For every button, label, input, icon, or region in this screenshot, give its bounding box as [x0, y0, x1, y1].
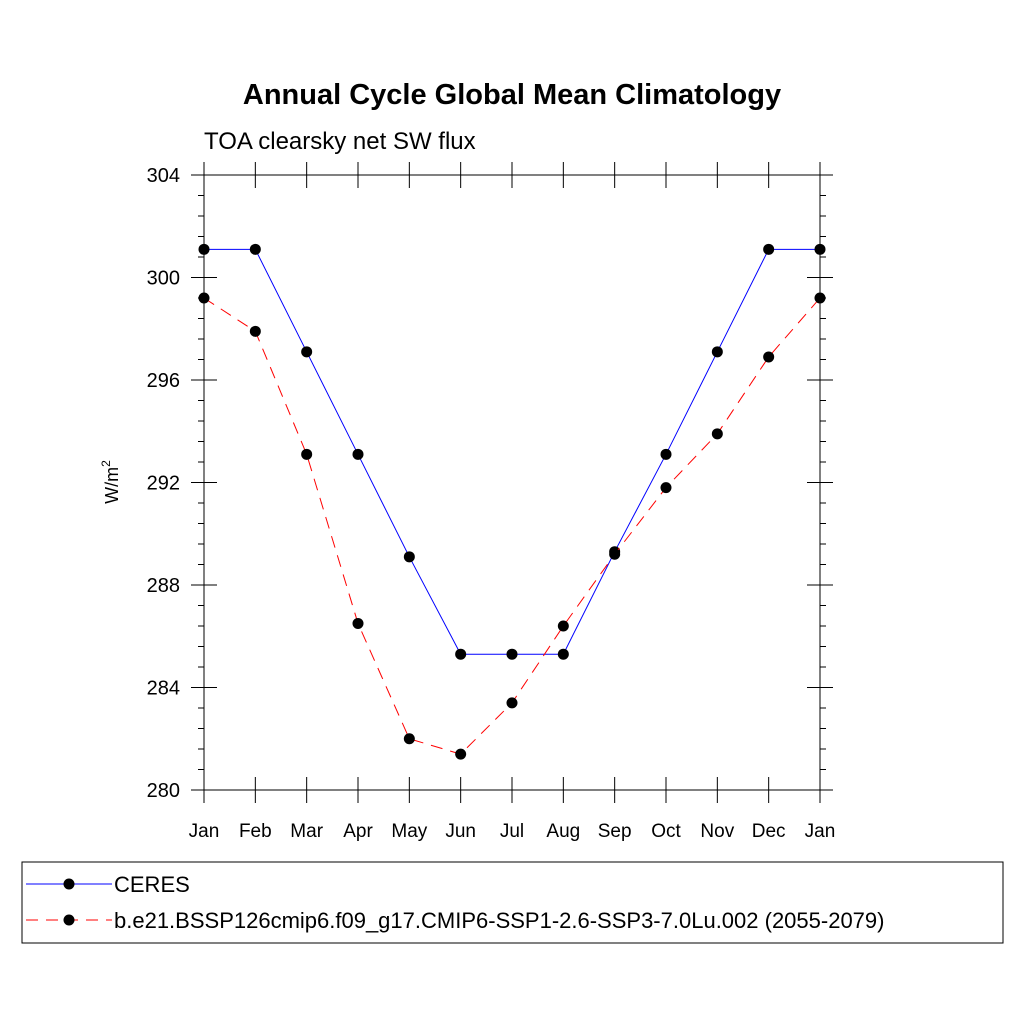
data-point: [198, 292, 210, 304]
data-point: [301, 448, 313, 460]
data-point: [711, 428, 723, 440]
data-point: [455, 748, 467, 760]
legend-label: b.e21.BSSP126cmip6.f09_g17.CMIP6-SSP1-2.…: [114, 908, 884, 933]
data-point: [763, 351, 775, 363]
x-tick-label: Dec: [752, 821, 786, 842]
data-point: [352, 448, 364, 460]
data-point: [711, 346, 723, 358]
x-tick-label: Jun: [445, 821, 476, 842]
x-tick-label: Jan: [805, 821, 836, 842]
x-tick-label: Jul: [500, 821, 524, 842]
data-point: [403, 551, 415, 563]
data-point: [660, 482, 672, 494]
y-axis-label-superscript: 2: [99, 460, 113, 467]
legend-marker: [63, 914, 75, 926]
data-point: [763, 243, 775, 255]
data-point: [814, 292, 826, 304]
legend-label: CERES: [114, 872, 190, 897]
y-tick-label: 280: [147, 780, 180, 802]
data-point: [455, 648, 467, 660]
series-line: [203, 297, 821, 755]
data-point: [660, 448, 672, 460]
data-point: [249, 243, 261, 255]
data-point: [557, 648, 569, 660]
chart-title: Annual Cycle Global Mean Climatology: [243, 79, 781, 111]
x-tick-label: Feb: [239, 821, 272, 842]
x-tick-label: Aug: [546, 821, 580, 842]
data-point: [352, 617, 364, 629]
series-1: [198, 243, 826, 660]
data-point: [609, 548, 621, 560]
data-point: [403, 733, 415, 745]
x-tick-label: Mar: [290, 821, 323, 842]
legend: CERES b.e21.BSSP126cmip6.f09_g17.CMIP6-SS…: [26, 872, 884, 933]
x-tick-label: Apr: [343, 821, 373, 842]
legend-item-1: CERES: [26, 872, 190, 897]
y-tick-label: 304: [147, 165, 180, 187]
data-point: [506, 648, 518, 660]
y-axis-label: W/m2: [99, 460, 122, 504]
series-layer: [198, 243, 826, 760]
x-tick-label: Nov: [700, 821, 734, 842]
data-point: [301, 346, 313, 358]
legend-marker: [63, 878, 75, 890]
data-point: [198, 243, 210, 255]
data-point: [249, 325, 261, 337]
data-point: [814, 243, 826, 255]
x-tick-label: Oct: [651, 821, 681, 842]
legend-box: [21, 861, 1004, 944]
x-tick-label: Sep: [598, 821, 632, 842]
x-tick-label: May: [391, 821, 427, 842]
legend-item-2: b.e21.BSSP126cmip6.f09_g17.CMIP6-SSP1-2.…: [26, 908, 884, 933]
x-tick-label: Jan: [189, 821, 220, 842]
axes: 280 284 288 292 296 300 304 Jan Feb Mar Apr May Jun J…: [147, 162, 836, 842]
data-point: [557, 620, 569, 632]
y-tick-label: 284: [147, 678, 180, 700]
series-line: [204, 248, 820, 655]
y-tick-label: 300: [147, 268, 180, 290]
data-point: [506, 697, 518, 709]
y-tick-label: 296: [147, 370, 180, 392]
y-axis-label-base: W/m: [102, 467, 122, 504]
series-2: [198, 292, 826, 760]
y-tick-label: 292: [147, 473, 180, 495]
y-tick-label: 288: [147, 575, 180, 597]
svg-text:W/m2: W/m2: [99, 460, 122, 504]
chart-subtitle: TOA clearsky net SW flux: [204, 128, 476, 155]
